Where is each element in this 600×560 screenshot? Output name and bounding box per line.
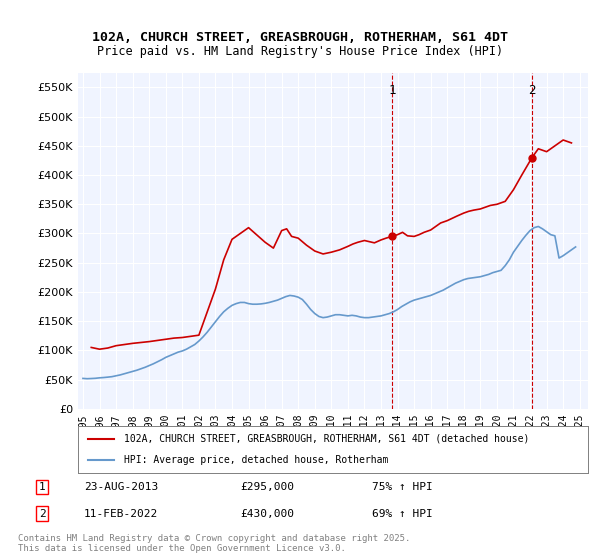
Text: 11-FEB-2022: 11-FEB-2022 xyxy=(84,508,158,519)
Text: 2: 2 xyxy=(528,85,536,97)
Text: Contains HM Land Registry data © Crown copyright and database right 2025.
This d: Contains HM Land Registry data © Crown c… xyxy=(18,534,410,553)
Text: 23-AUG-2013: 23-AUG-2013 xyxy=(84,482,158,492)
Text: 1: 1 xyxy=(388,85,395,97)
Text: 2: 2 xyxy=(38,508,46,519)
Text: Price paid vs. HM Land Registry's House Price Index (HPI): Price paid vs. HM Land Registry's House … xyxy=(97,45,503,58)
Text: £430,000: £430,000 xyxy=(240,508,294,519)
Text: 1: 1 xyxy=(38,482,46,492)
Text: HPI: Average price, detached house, Rotherham: HPI: Average price, detached house, Roth… xyxy=(124,455,388,465)
Text: 69% ↑ HPI: 69% ↑ HPI xyxy=(372,508,433,519)
Text: 75% ↑ HPI: 75% ↑ HPI xyxy=(372,482,433,492)
Text: 102A, CHURCH STREET, GREASBROUGH, ROTHERHAM, S61 4DT (detached house): 102A, CHURCH STREET, GREASBROUGH, ROTHER… xyxy=(124,434,529,444)
Text: 102A, CHURCH STREET, GREASBROUGH, ROTHERHAM, S61 4DT: 102A, CHURCH STREET, GREASBROUGH, ROTHER… xyxy=(92,31,508,44)
Text: £295,000: £295,000 xyxy=(240,482,294,492)
